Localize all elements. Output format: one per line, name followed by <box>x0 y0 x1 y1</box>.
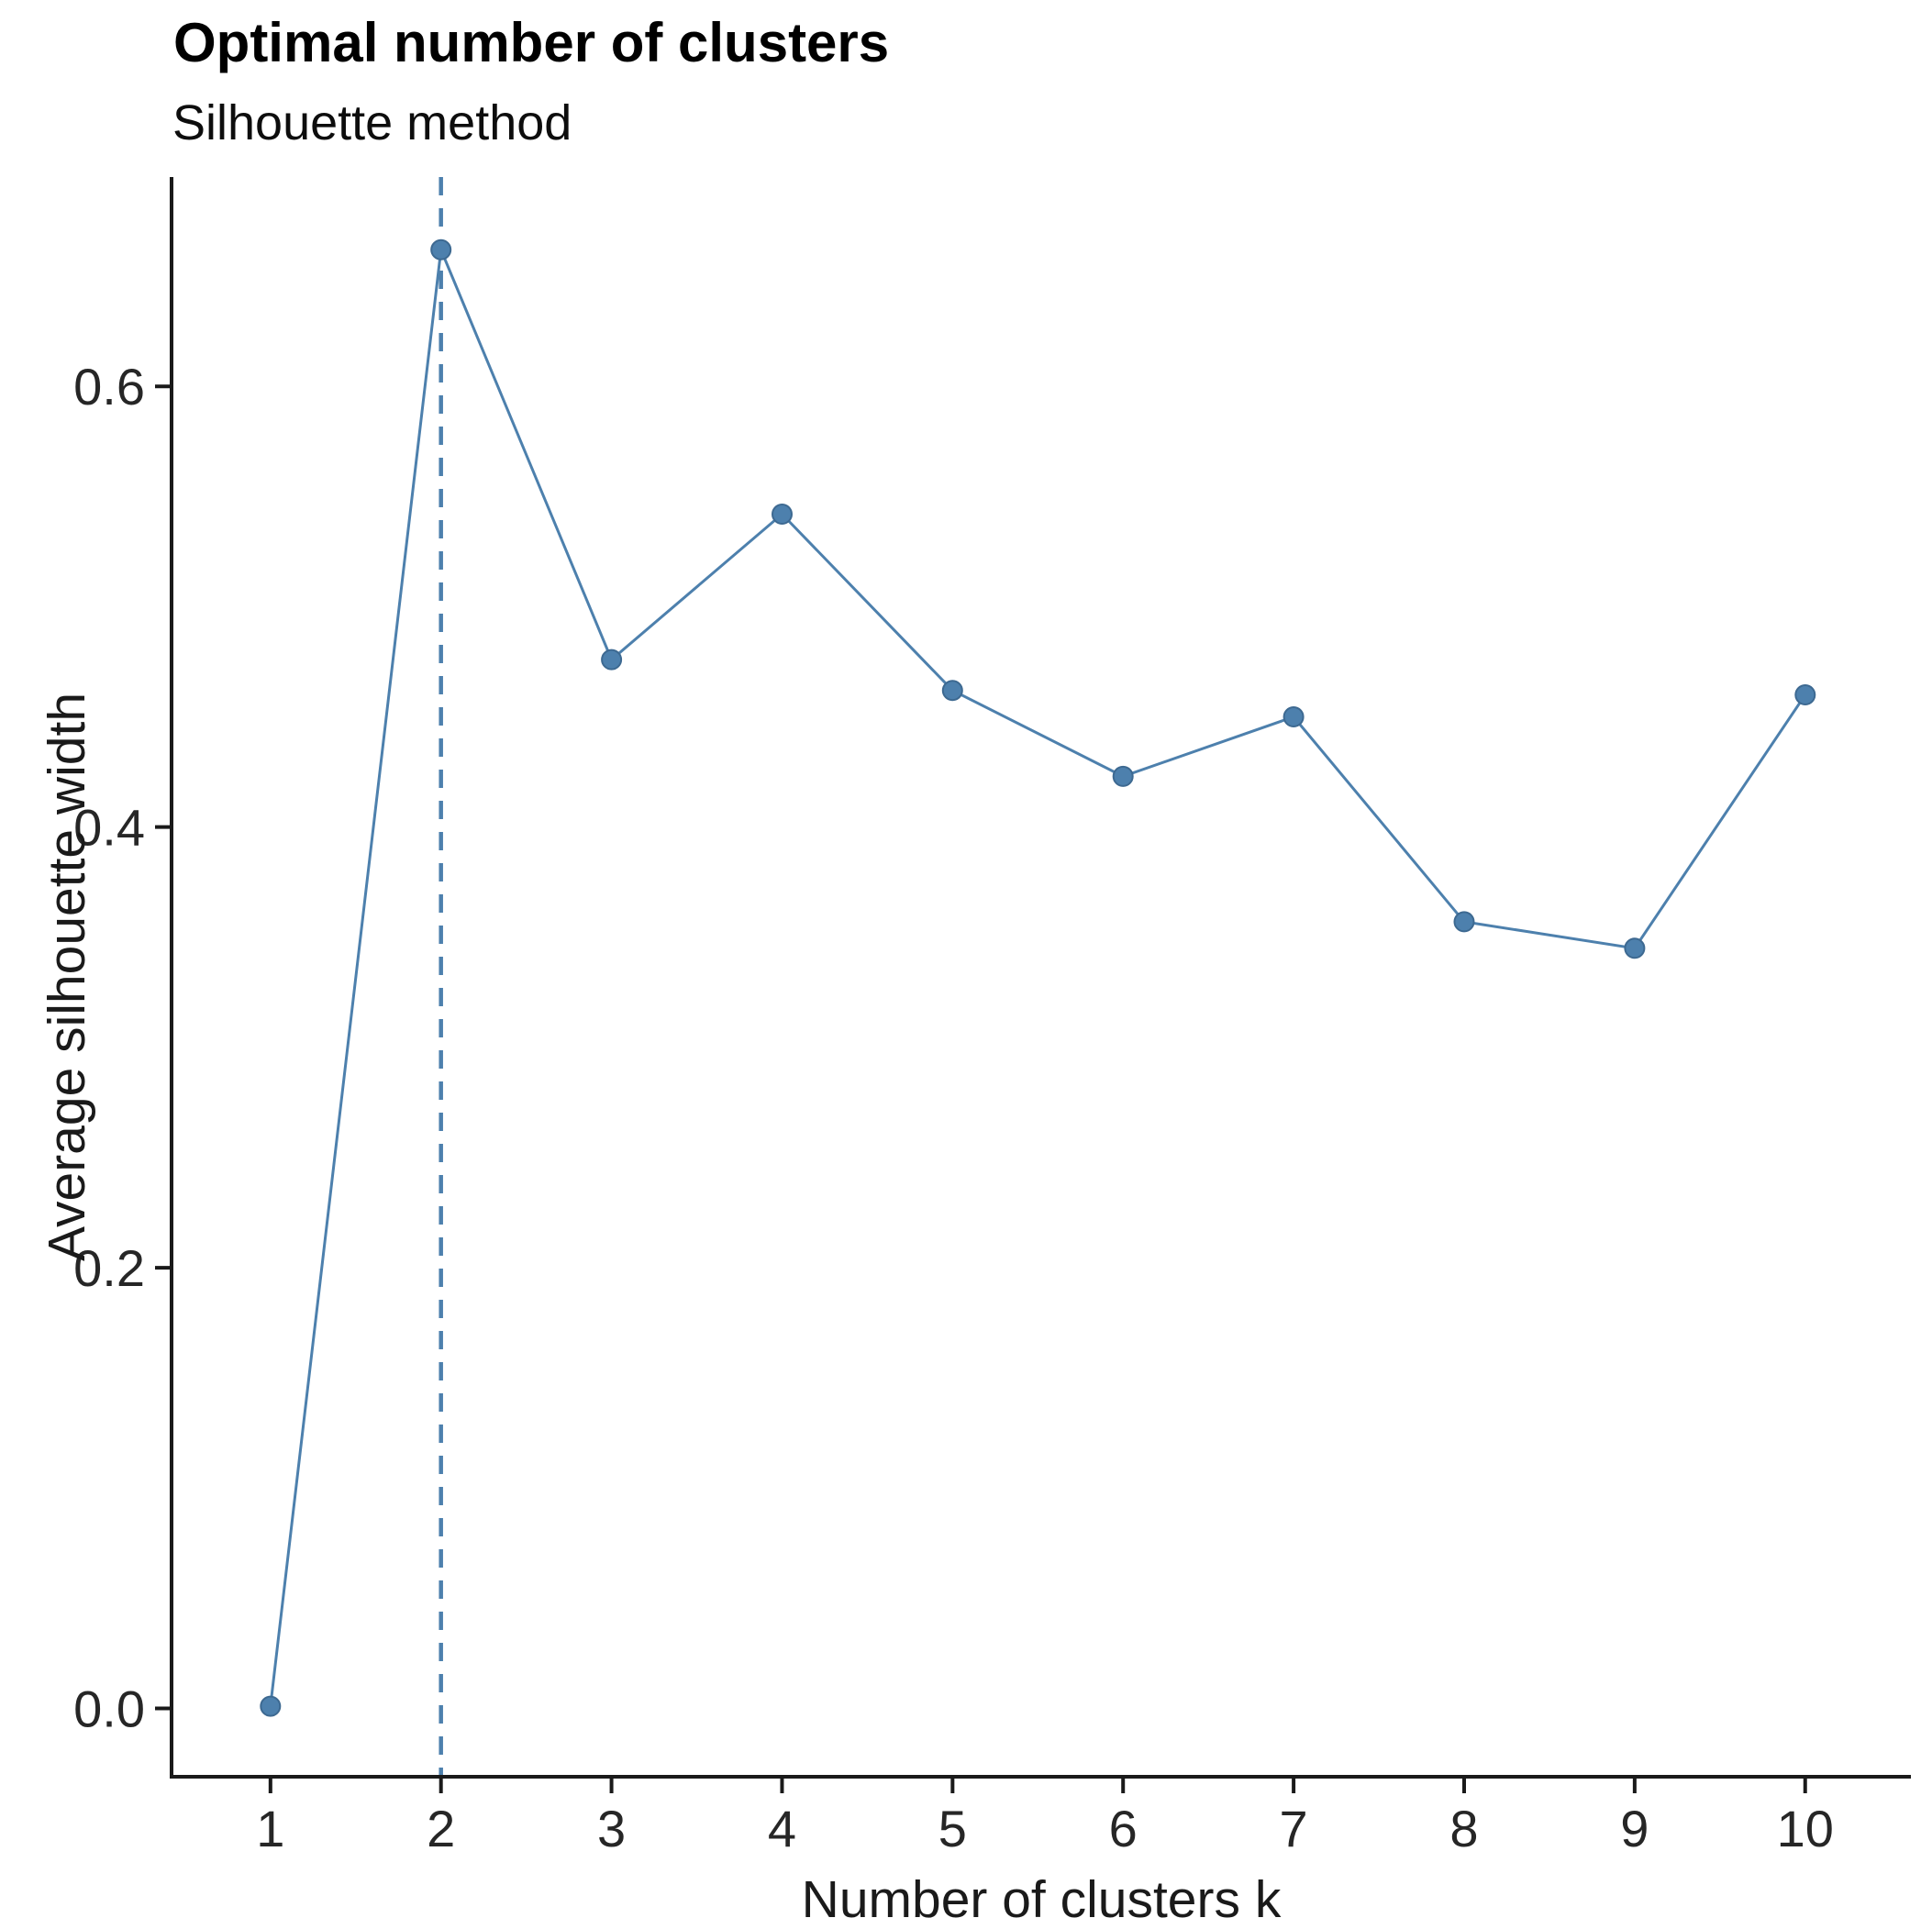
data-point <box>430 238 452 261</box>
data-point <box>1453 911 1475 933</box>
x-tick-label: 8 <box>1449 1800 1478 1857</box>
y-tick-label: 0.2 <box>73 1239 145 1297</box>
series-line <box>269 244 1807 1707</box>
data-point <box>1794 684 1816 705</box>
x-axis-title: Number of clusters k <box>802 1870 1282 1929</box>
y-tick-label: 0.6 <box>73 358 145 416</box>
data-point <box>260 1695 282 1717</box>
y-axis-title: Average silhouette width <box>38 693 96 1261</box>
data-point <box>941 680 963 702</box>
x-tick-label: 4 <box>768 1800 796 1857</box>
x-tick-label: 5 <box>938 1800 967 1857</box>
x-tick-label: 7 <box>1280 1800 1308 1857</box>
x-tick-label: 1 <box>256 1800 284 1857</box>
data-point <box>1282 706 1305 727</box>
chart-subtitle: Silhouette method <box>172 95 572 150</box>
y-axis-ticks: 0.0 0.2 0.4 0.6 <box>73 358 172 1738</box>
y-tick-label: 0.4 <box>73 799 145 857</box>
data-point <box>1624 937 1646 959</box>
axes <box>170 177 1911 1779</box>
data-point <box>772 504 793 525</box>
x-tick-label: 3 <box>597 1800 626 1857</box>
x-tick-label: 6 <box>1109 1800 1138 1857</box>
x-tick-label: 2 <box>427 1800 455 1857</box>
data-point <box>1112 765 1134 787</box>
data-point <box>601 649 623 671</box>
data-series <box>260 238 1816 1717</box>
y-tick-label: 0.0 <box>73 1680 145 1738</box>
x-tick-label: 10 <box>1777 1800 1834 1857</box>
x-tick-label: 9 <box>1620 1800 1649 1857</box>
chart-title: Optimal number of clusters <box>173 12 889 73</box>
x-axis-ticks: 1 2 3 4 5 6 7 8 9 10 <box>256 1777 1834 1857</box>
